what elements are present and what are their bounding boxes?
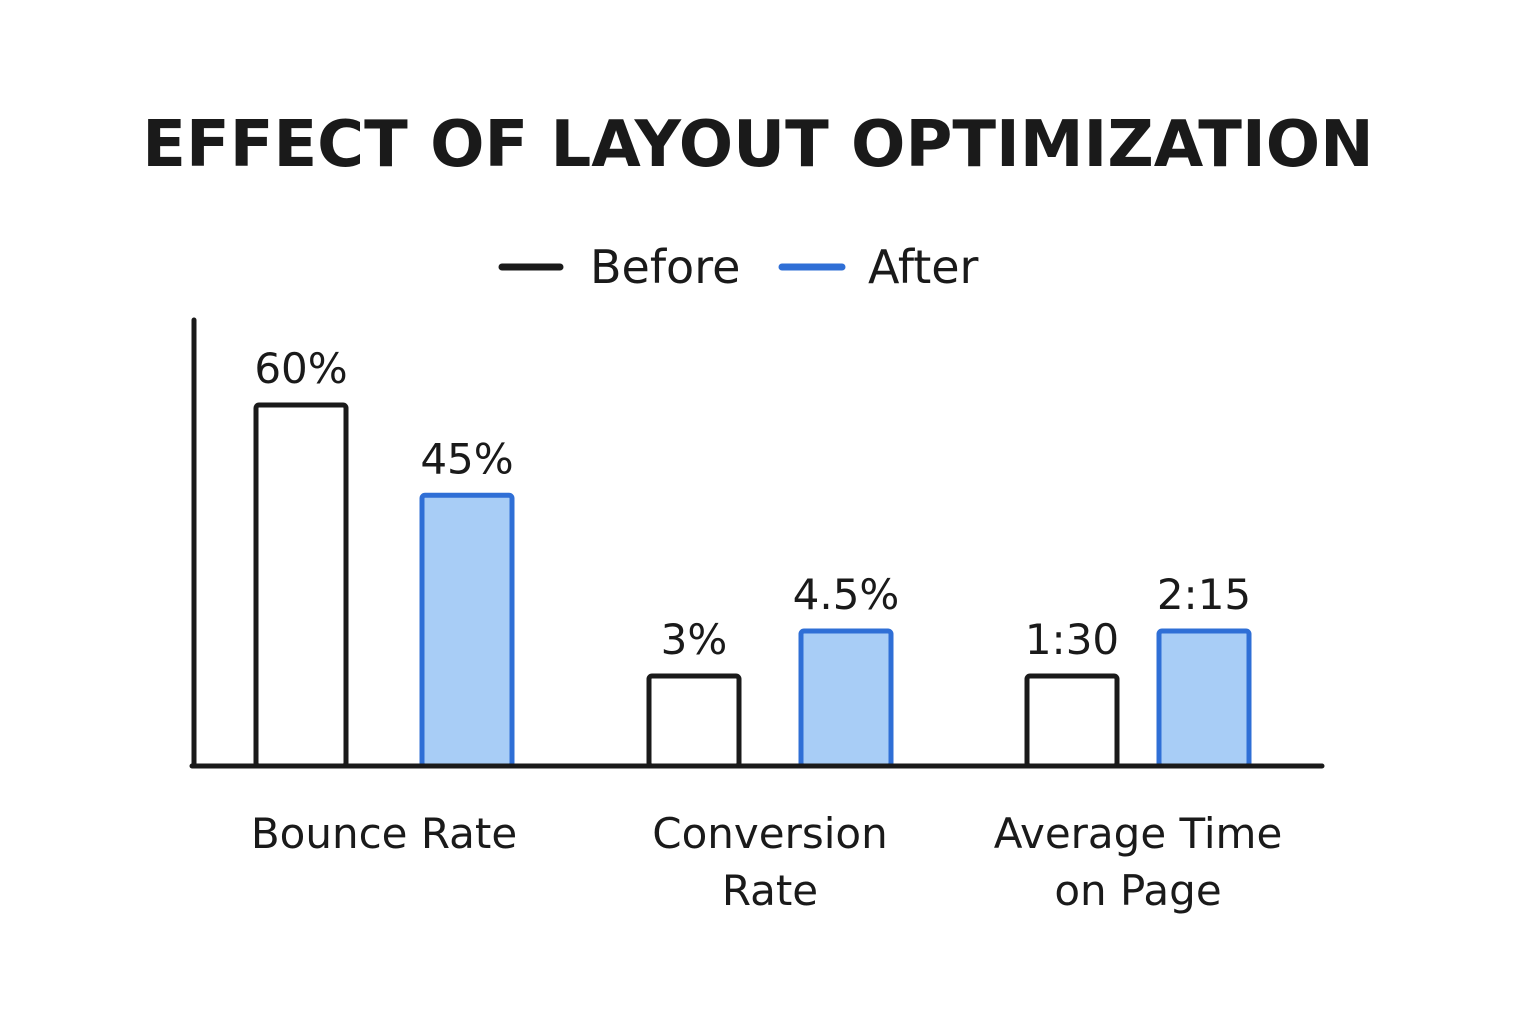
category-label-1: Conversion Rate — [652, 809, 887, 915]
bar-after-2 — [1156, 628, 1252, 769]
value-label-before-2: 1:30 — [1025, 615, 1119, 664]
bar-before-0 — [253, 402, 349, 769]
category-label-line: on Page — [1054, 866, 1221, 915]
bar-before-1 — [646, 673, 742, 769]
category-label-0: Bounce Rate — [251, 809, 517, 858]
category-label-line: Rate — [722, 866, 818, 915]
plot-area: 60% 45% Bounce Rate 3% 4.5% Conversion Rate 1:3… — [251, 344, 1282, 915]
bar-after-1 — [798, 628, 894, 769]
legend-label-after: After — [868, 240, 979, 294]
category-label-line: Average Time — [994, 809, 1283, 858]
category-label-line: Conversion — [652, 809, 887, 858]
value-label-after-2: 2:15 — [1157, 570, 1251, 619]
chart-title: EFFECT OF LAYOUT OPTIMIZATION — [142, 108, 1373, 182]
value-label-before-1: 3% — [661, 615, 728, 664]
value-label-after-0: 45% — [420, 434, 513, 483]
value-label-after-1: 4.5% — [793, 570, 900, 619]
legend-label-before: Before — [590, 240, 740, 294]
category-label-line: Bounce Rate — [251, 809, 517, 858]
bar-before-2 — [1024, 673, 1120, 769]
category-label-2: Average Time on Page — [994, 809, 1283, 915]
legend: Before After — [498, 240, 979, 294]
value-label-before-0: 60% — [254, 344, 347, 393]
bar-after-0 — [419, 492, 515, 769]
